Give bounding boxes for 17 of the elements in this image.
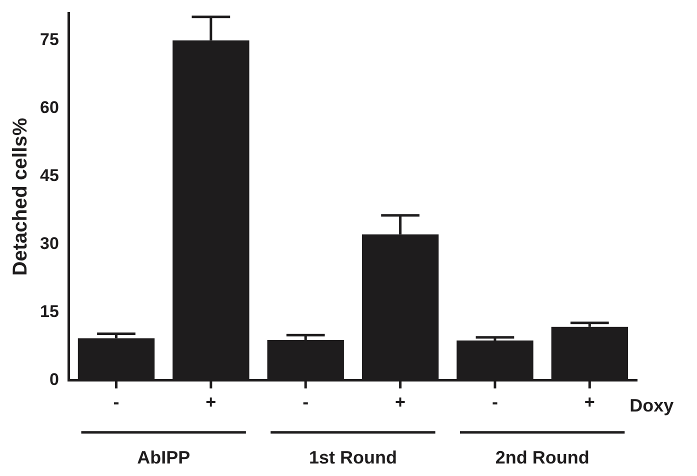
y-tick-label: 75 <box>40 30 59 50</box>
x-tick-label: - <box>302 392 309 412</box>
x-tick-label: - <box>492 392 498 412</box>
y-tick-label: 15 <box>40 302 59 322</box>
text: Doxy <box>630 395 674 416</box>
x-tick-label: + <box>395 392 406 412</box>
y-tick-label: 0 <box>49 370 59 390</box>
y-axis-title: Detached cells% <box>10 118 32 276</box>
y-tick-label: 30 <box>40 234 59 254</box>
y-tick-label: 60 <box>40 98 59 118</box>
x-tick-label: + <box>584 392 595 412</box>
x-tick-label: - <box>113 392 120 412</box>
x-tick-label: + <box>206 392 216 412</box>
text: 2nd Round <box>495 447 590 468</box>
y-tick-label: 45 <box>40 166 59 186</box>
text: AbIPP <box>137 447 190 468</box>
text: 1st Round <box>308 447 397 468</box>
